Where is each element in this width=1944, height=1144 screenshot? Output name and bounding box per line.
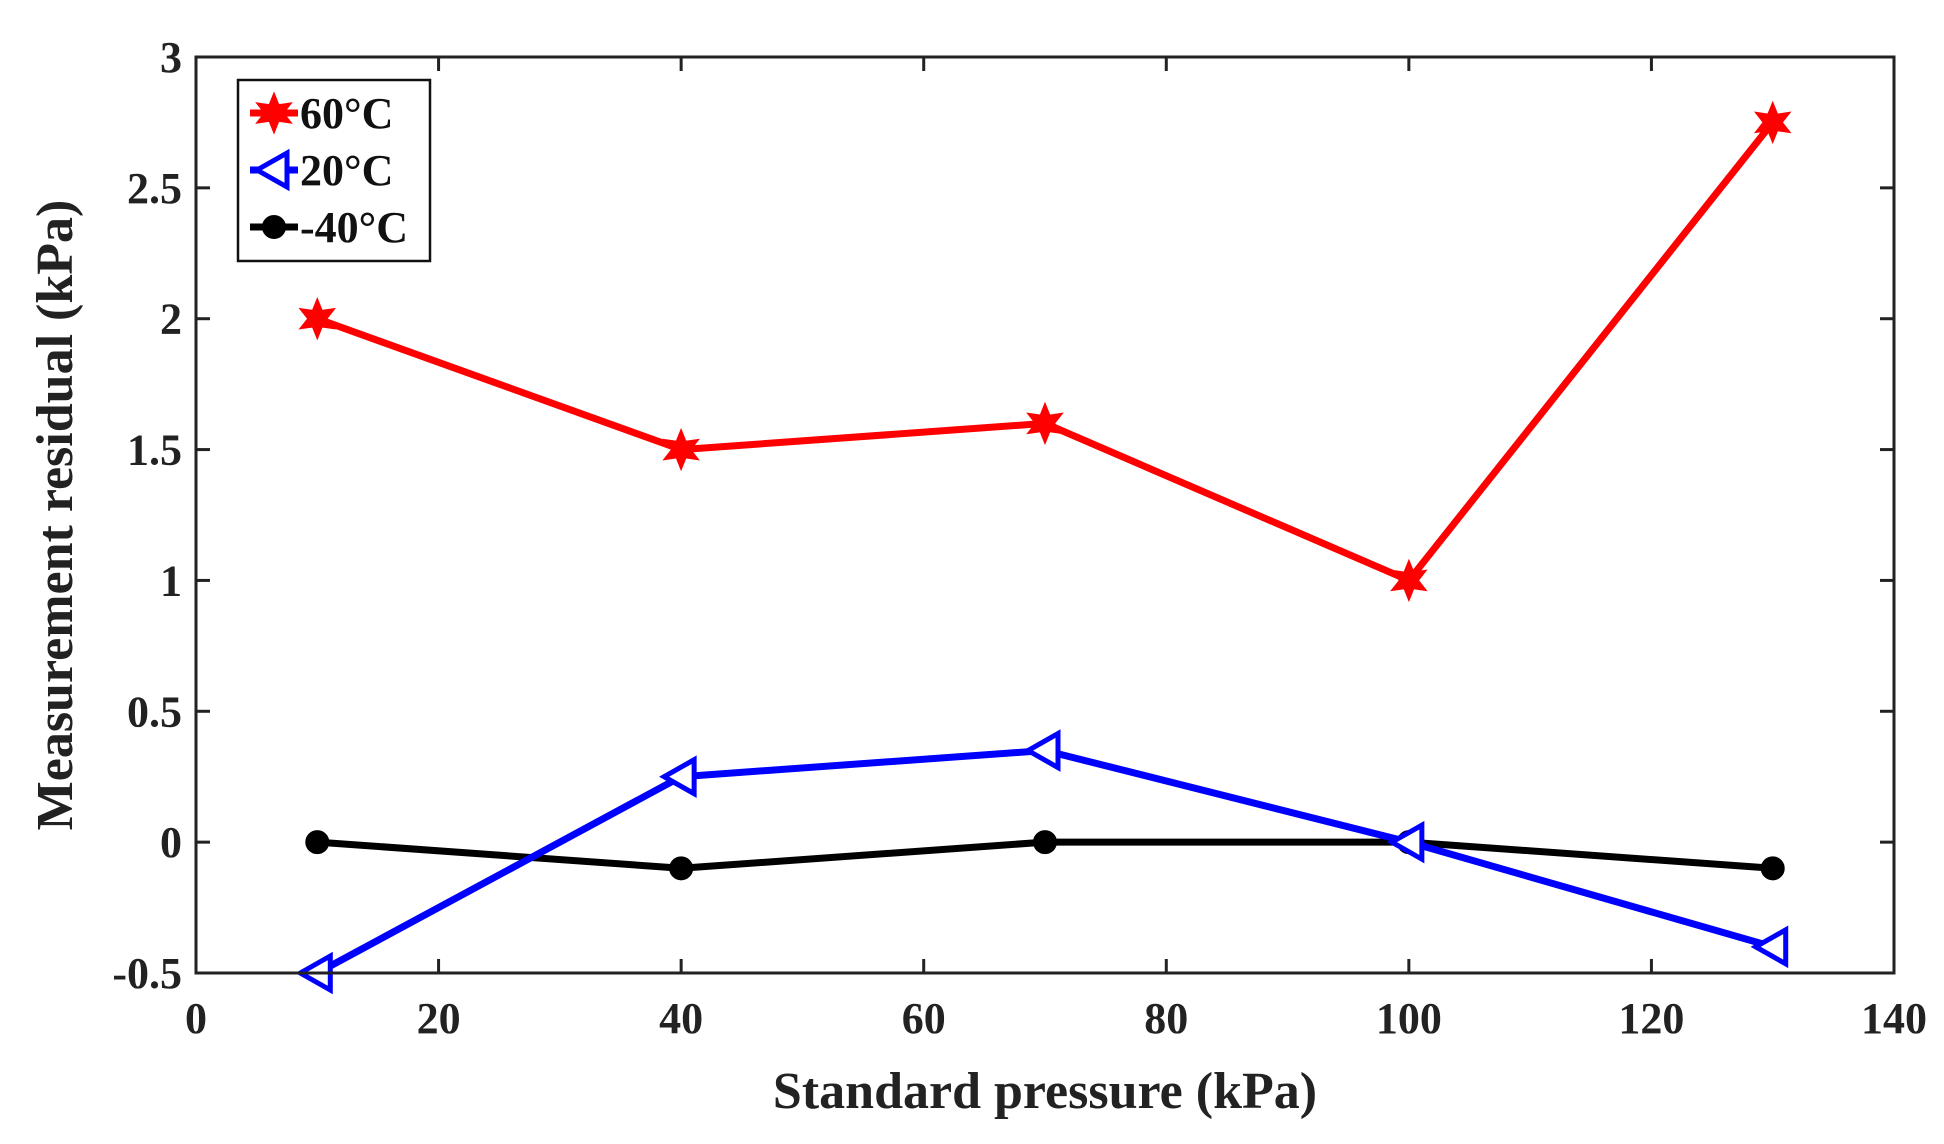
y-tick-label: 3 xyxy=(160,33,182,82)
data-point--40C xyxy=(669,856,694,881)
plot-frame xyxy=(194,55,1896,975)
x-tick-label: 0 xyxy=(185,994,207,1043)
x-tick-label: 40 xyxy=(659,994,703,1043)
x-axis-title: Standard pressure (kPa) xyxy=(773,1063,1317,1120)
y-tick-label: 1 xyxy=(160,556,182,605)
series-60C xyxy=(298,100,1792,603)
x-tick-label: 20 xyxy=(417,994,461,1043)
legend-marker xyxy=(251,148,290,192)
data-point-60C xyxy=(1026,401,1064,446)
ticks-layer: 0 20 40 60 80 100 120 140-0.500.511.522.53 xyxy=(112,33,1927,1043)
y-tick-label: 0 xyxy=(160,818,182,867)
data-point-60C xyxy=(298,297,337,341)
y-tick-label: 1.5 xyxy=(127,426,182,475)
x-tick-label: 60 xyxy=(902,994,946,1043)
legend-marker xyxy=(255,91,293,135)
y-tick-label: 2 xyxy=(160,295,182,344)
data-point--40C xyxy=(305,830,330,855)
x-tick-label: 140 xyxy=(1861,994,1927,1043)
x-tick-label: 100 xyxy=(1376,994,1442,1043)
data-point-60C xyxy=(662,427,700,472)
series-20C xyxy=(295,729,1789,995)
data-point-20C xyxy=(1386,820,1425,864)
data-point--40C xyxy=(1760,856,1785,881)
y-tick-label: 0.5 xyxy=(127,687,182,736)
series-line-60C xyxy=(316,120,1776,584)
legend: 60°C 20°C -40°C xyxy=(236,78,432,263)
y-tick-label: 2.5 xyxy=(127,164,182,213)
x-tick-label: 120 xyxy=(1618,994,1684,1043)
y-axis-title: Measurement residual (kPa) xyxy=(27,200,84,831)
legend-label: 60°C xyxy=(300,89,393,138)
legend-label: -40°C xyxy=(300,203,408,252)
series--40C xyxy=(305,830,1785,881)
series-layer xyxy=(295,100,1792,995)
legend-marker xyxy=(262,215,286,239)
data-point-60C xyxy=(1753,100,1792,145)
data-point--40C xyxy=(1033,830,1057,855)
series-line-20C xyxy=(315,747,1774,977)
legend-label: 20°C xyxy=(300,146,393,195)
y-tick-label: -0.5 xyxy=(112,949,182,998)
x-tick-label: 80 xyxy=(1144,994,1188,1043)
data-point-20C xyxy=(1750,925,1789,969)
data-point-60C xyxy=(1390,558,1428,603)
data-point-20C xyxy=(659,755,697,799)
data-point-20C xyxy=(1022,729,1061,772)
